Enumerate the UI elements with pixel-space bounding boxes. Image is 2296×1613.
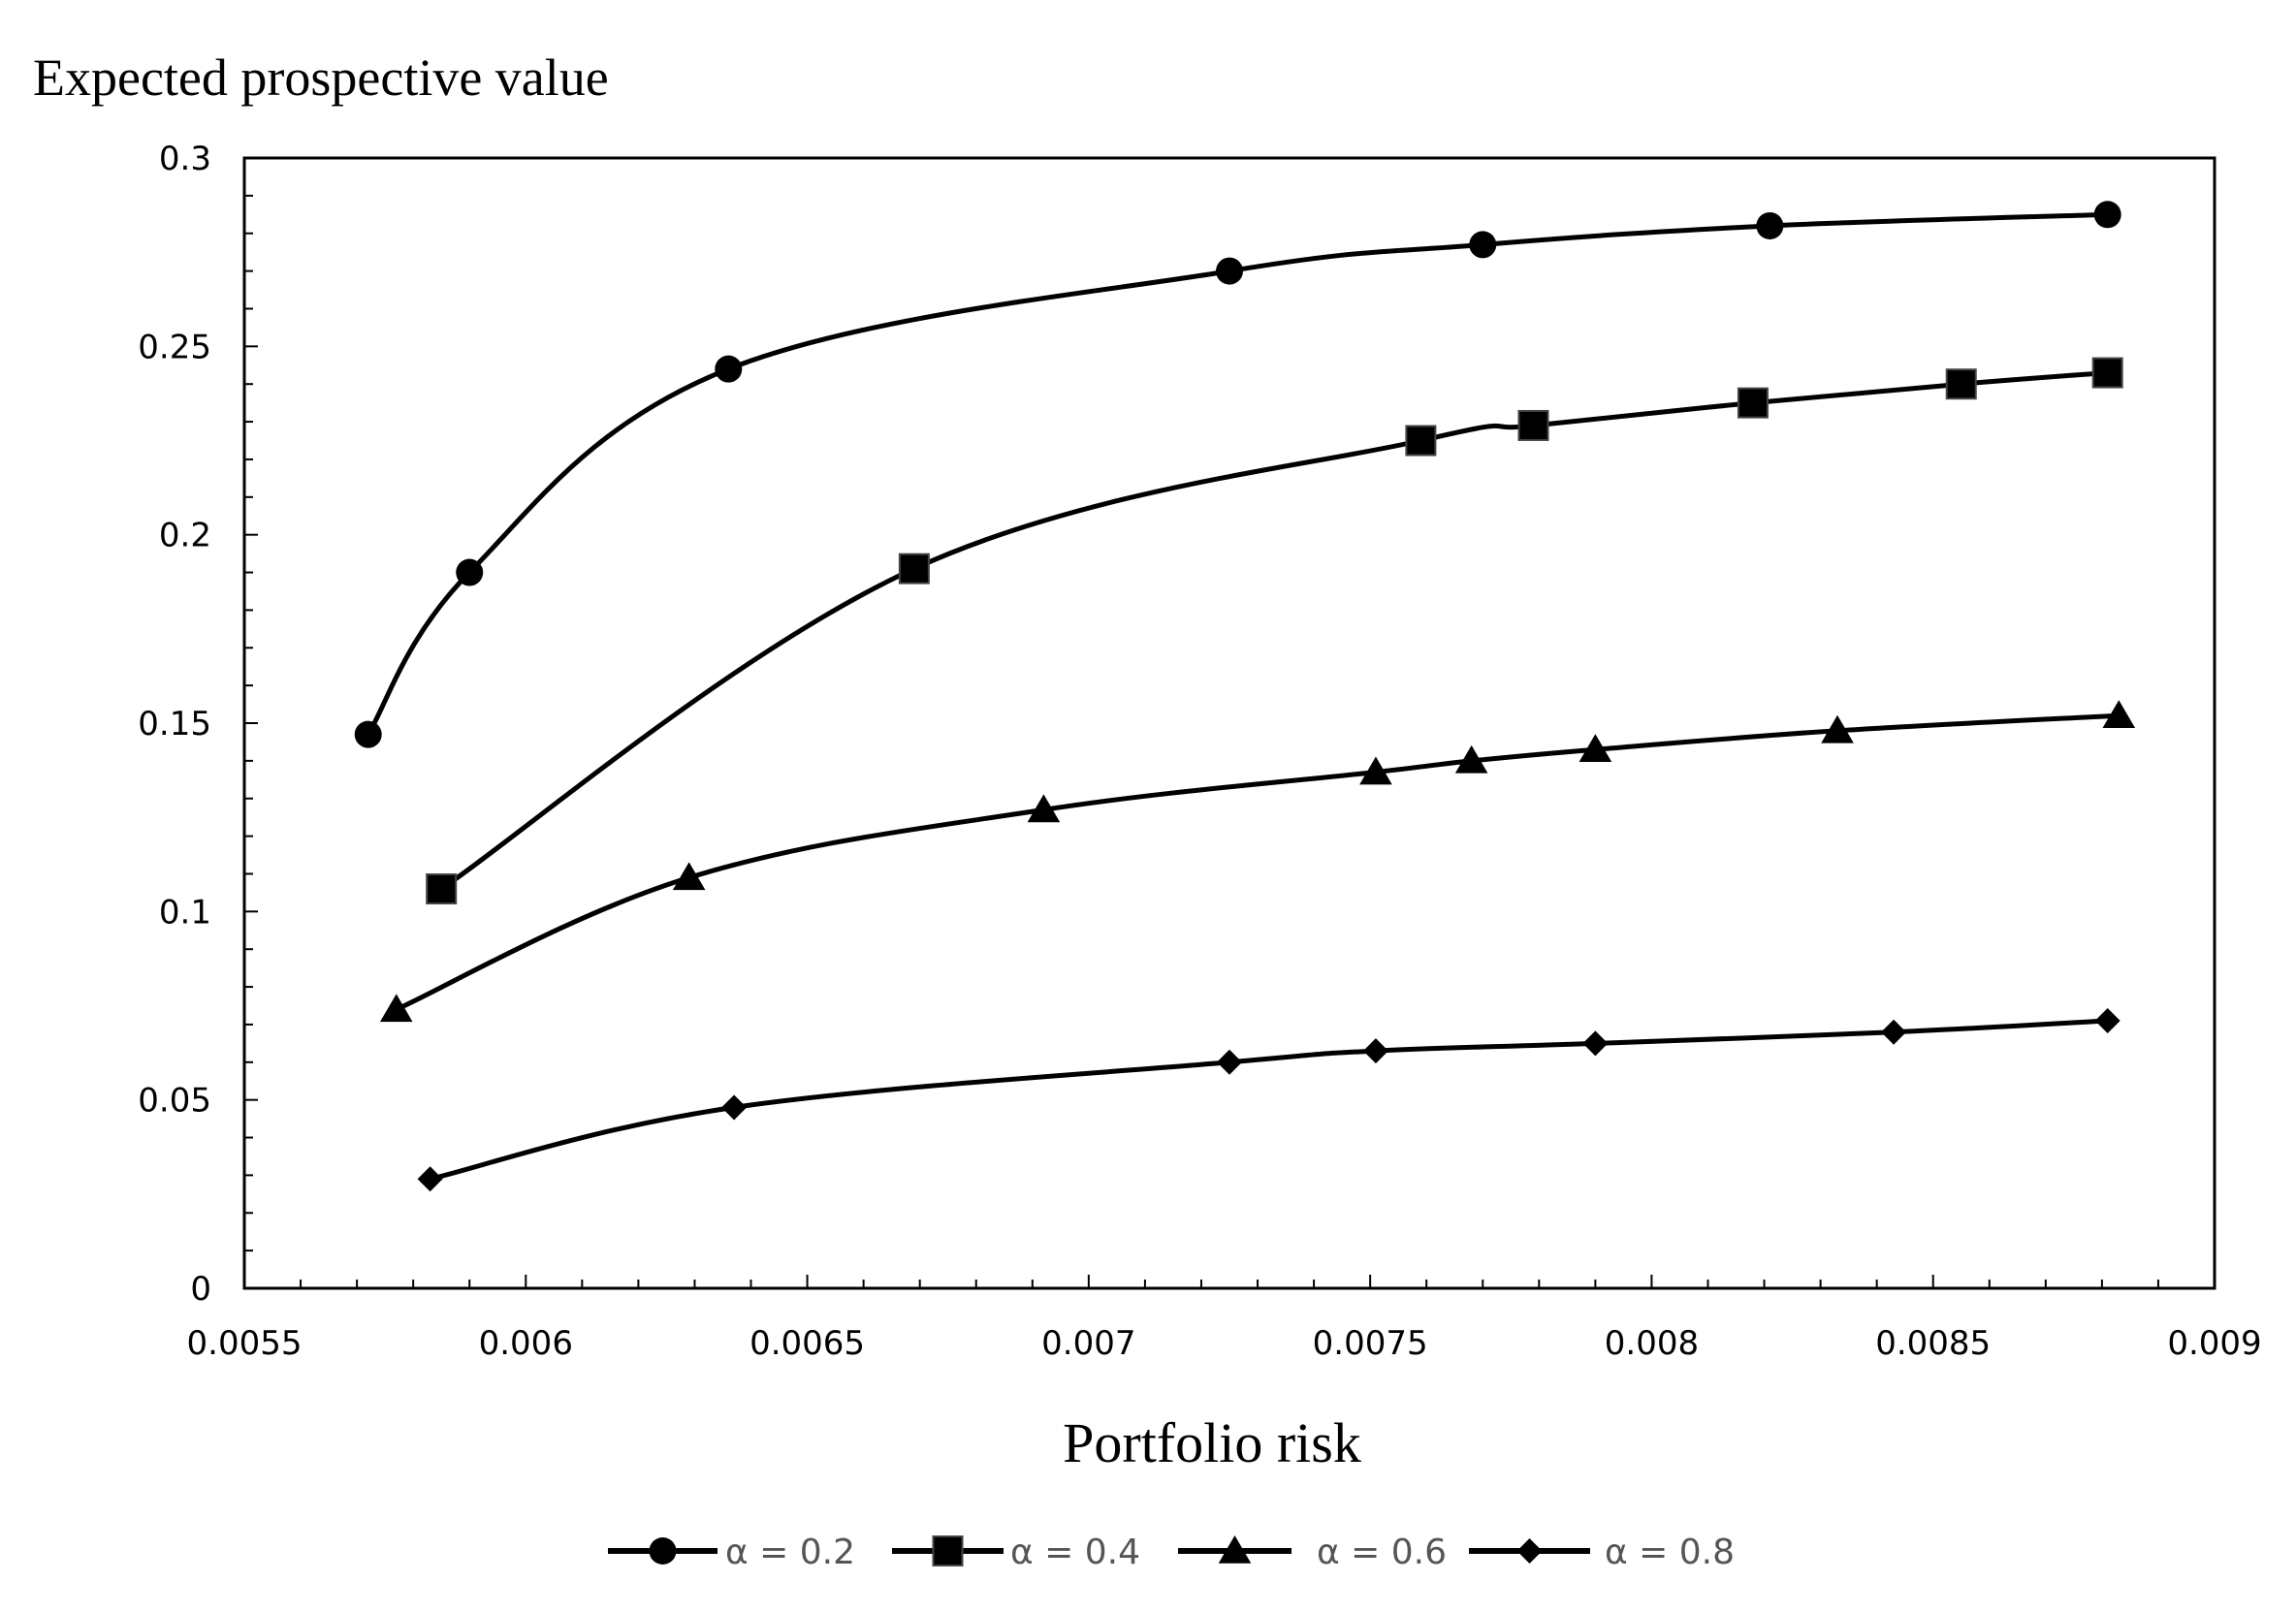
- square-data-point: [1405, 425, 1437, 457]
- series-line: [395, 712, 2120, 1012]
- series-1: [354, 201, 2121, 748]
- legend-item: α = 0.6: [1178, 1533, 1447, 1572]
- square-data-point: [2091, 357, 2123, 389]
- legend-item: α = 0.8: [1469, 1533, 1735, 1572]
- triangle-data-point: [1027, 794, 1061, 823]
- x-tick-label: 0.0085: [1875, 1324, 1991, 1363]
- x-tick-label: 0.006: [479, 1324, 573, 1363]
- series-layer: [354, 201, 2136, 1192]
- series-2: [426, 357, 2123, 905]
- y-tick-label: 0.3: [159, 140, 211, 178]
- circle-data-point: [2093, 201, 2121, 229]
- y-tick-label: 0.2: [159, 517, 211, 555]
- triangle-data-point: [1359, 756, 1392, 785]
- triangle-data-point: [1821, 714, 1854, 743]
- x-tick-label: 0.0055: [187, 1324, 303, 1363]
- series-4: [417, 1008, 2121, 1192]
- diamond-data-point: [1362, 1038, 1388, 1064]
- square-data-point: [1737, 387, 1769, 419]
- legend-triangle-marker: [1218, 1535, 1252, 1564]
- diamond-data-point: [1217, 1049, 1242, 1075]
- legend-label: α = 0.4: [1010, 1533, 1140, 1572]
- triangle-data-point: [1454, 744, 1488, 774]
- square-data-point: [1945, 368, 1977, 400]
- y-axis-label: Expected prospective value: [33, 48, 609, 107]
- legend-square-marker: [932, 1535, 964, 1566]
- x-tick-label: 0.007: [1041, 1324, 1135, 1363]
- legend-label: α = 0.2: [725, 1533, 855, 1572]
- square-data-point: [1517, 409, 1549, 441]
- diamond-data-point: [417, 1166, 443, 1192]
- x-axis-label: Portfolio risk: [1063, 1411, 1361, 1474]
- y-tick-label: 0.1: [159, 893, 211, 932]
- square-data-point: [898, 553, 930, 585]
- legend-label: α = 0.6: [1317, 1533, 1447, 1572]
- y-tick-label: 0.25: [138, 328, 211, 366]
- x-tick-label: 0.0065: [749, 1324, 865, 1363]
- y-tick-label: 0.05: [138, 1082, 211, 1121]
- axis-ticks: [243, 157, 2216, 1289]
- series-3: [379, 700, 2136, 1023]
- y-tick-label: 0.15: [138, 705, 211, 743]
- plot-area: [242, 156, 2216, 1290]
- triangle-data-point: [672, 862, 706, 891]
- diamond-data-point: [2094, 1008, 2121, 1034]
- circle-data-point: [715, 355, 743, 383]
- triangle-data-point: [379, 994, 413, 1023]
- axis-tick-labels: 0 0.05 0.1 0.15 0.2 0.25 0.3 0.0055 0.006 0.0065 0…: [138, 140, 2261, 1363]
- circle-data-point: [1756, 211, 1784, 239]
- triangle-data-point: [1578, 734, 1612, 763]
- legend-item: α = 0.2: [608, 1533, 855, 1572]
- diamond-data-point: [1881, 1019, 1907, 1045]
- circle-data-point: [354, 720, 382, 748]
- triangle-data-point: [2102, 700, 2136, 729]
- circle-data-point: [1469, 231, 1497, 259]
- legend: α = 0.2 α = 0.4 α = 0.6 α = 0.8: [608, 1533, 1735, 1572]
- x-tick-label: 0.0075: [1313, 1324, 1428, 1363]
- series-line: [430, 1018, 2108, 1182]
- x-tick-label: 0.008: [1605, 1324, 1699, 1363]
- circle-data-point: [1216, 257, 1243, 285]
- legend-diamond-marker: [1516, 1538, 1543, 1564]
- x-tick-label: 0.009: [2167, 1324, 2261, 1363]
- circle-data-point: [456, 558, 484, 586]
- legend-item: α = 0.4: [892, 1533, 1140, 1572]
- legend-circle-marker: [649, 1537, 677, 1565]
- diamond-data-point: [1582, 1030, 1609, 1057]
- y-tick-label: 0: [190, 1270, 211, 1309]
- diamond-data-point: [721, 1094, 748, 1121]
- series-line: [439, 370, 2108, 892]
- legend-label: α = 0.8: [1605, 1533, 1735, 1572]
- square-data-point: [426, 873, 458, 905]
